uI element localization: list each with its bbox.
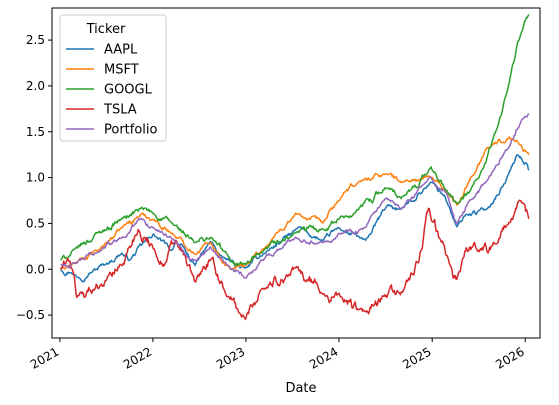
legend-label-portfolio: Portfolio xyxy=(104,123,158,138)
x-axis-label: Date xyxy=(285,381,316,396)
x-tick-label: 2025 xyxy=(400,344,433,371)
y-axis: −0.5 0.0 0.5 1.0 1.5 2.0 2.5 xyxy=(16,33,52,322)
x-tick-label: 2021 xyxy=(28,344,61,371)
legend-label-msft: MSFT xyxy=(104,63,139,78)
legend-title: Ticker xyxy=(86,22,126,37)
y-tick-label: 0.0 xyxy=(26,262,45,276)
plot-frame xyxy=(51,7,541,339)
legend-label-aapl: AAPL xyxy=(104,43,138,58)
x-tick-label: 2022 xyxy=(121,344,154,371)
x-tick-label: 2026 xyxy=(493,344,526,371)
series-line-googl xyxy=(60,14,530,266)
legend: Ticker AAPL MSFT GOOGL TSLA Portfolio xyxy=(59,14,167,142)
x-axis: 2021 2022 2023 2024 2025 2026 xyxy=(28,338,527,372)
y-tick-label: 1.0 xyxy=(26,171,45,185)
y-tick-label: −0.5 xyxy=(16,308,45,322)
y-tick-label: 2.5 xyxy=(26,33,45,47)
y-tick-label: 0.5 xyxy=(26,216,45,230)
y-tick-label: 2.0 xyxy=(26,79,45,93)
x-tick-label: 2024 xyxy=(307,344,340,371)
y-tick-label: 1.5 xyxy=(26,125,45,139)
legend-label-tsla: TSLA xyxy=(103,103,137,118)
legend-label-googl: GOOGL xyxy=(104,83,153,98)
series-line-tsla xyxy=(59,199,530,321)
x-tick-label: 2023 xyxy=(214,344,247,371)
series-line-aapl xyxy=(60,154,530,283)
series-layer xyxy=(59,14,530,321)
series-line-portfolio xyxy=(60,112,530,279)
